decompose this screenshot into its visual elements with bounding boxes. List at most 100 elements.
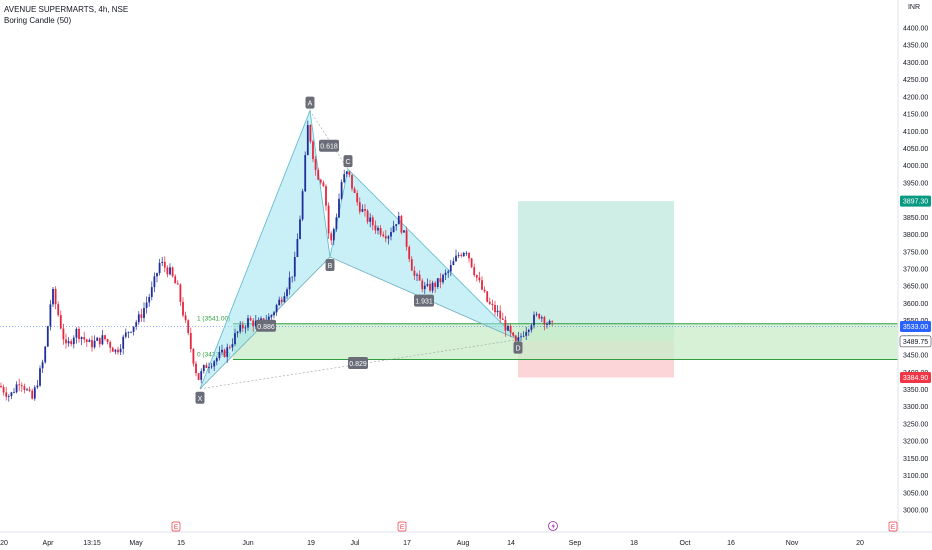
currency-label: INR — [907, 4, 920, 11]
candle-body — [18, 384, 21, 386]
candle — [379, 225, 382, 237]
indicator-label[interactable]: Boring Candle (50) — [4, 16, 72, 25]
candle — [202, 364, 205, 374]
candle — [408, 245, 411, 263]
candle-body — [80, 337, 83, 340]
candle — [278, 296, 281, 306]
zones-layer: 1 (3541.00)0 (3437.30) — [0, 201, 898, 378]
candle-body — [540, 317, 543, 319]
candle-body — [101, 335, 104, 345]
candle-body — [525, 331, 528, 336]
candle — [387, 234, 390, 245]
candle-body — [52, 288, 54, 305]
price-tick-label: 3050.00 — [903, 490, 928, 497]
candle-body — [10, 392, 13, 397]
earnings-marker-text: E — [891, 524, 896, 531]
price-label-text: 3384.90 — [903, 375, 928, 382]
candle — [395, 224, 398, 231]
time-tick-label: 17 — [403, 540, 411, 547]
candle-body — [98, 337, 101, 345]
candle — [322, 180, 325, 187]
price-tick-label: 3000.00 — [903, 508, 928, 515]
price-label-target: 3897.30 — [900, 195, 931, 207]
candle — [543, 315, 546, 331]
candle-body — [187, 320, 190, 334]
candle-body — [444, 272, 447, 275]
candle-body — [156, 273, 158, 277]
candle-body — [83, 337, 86, 340]
ratio-label-d-bg — [414, 294, 434, 307]
lightning-icon — [551, 523, 555, 530]
candle-body — [205, 365, 208, 368]
price-axis[interactable]: 4400.00 4350.00 4300.00 4250.00 4200.00 4150.… — [897, 0, 932, 532]
candle-body — [171, 267, 174, 277]
candle-body — [371, 217, 374, 226]
symbol-title[interactable]: AVENUE SUPERMARTS, 4h, NSE — [4, 5, 129, 14]
candle — [0, 382, 2, 388]
candle-body — [421, 280, 424, 290]
candle-body — [254, 320, 257, 327]
candle — [283, 292, 286, 303]
candle-body — [475, 275, 478, 278]
candle — [397, 211, 400, 225]
candle-body — [400, 215, 403, 233]
candle-body — [15, 384, 18, 393]
candle — [145, 296, 148, 314]
time-axis[interactable]: 20 Apr 13:15 May 15 Jun 19 Jul 17 Aug 14 Sep 18 Oct 16… — [0, 531, 932, 547]
candle-body — [327, 205, 330, 234]
candle — [353, 186, 356, 194]
candle — [80, 336, 83, 346]
candle-body — [395, 224, 398, 227]
candle-body — [13, 392, 15, 394]
candle-body — [332, 229, 335, 241]
price-tick-label: 4300.00 — [903, 60, 928, 67]
candle — [176, 280, 179, 285]
candle-body — [111, 347, 114, 352]
candle-body — [439, 278, 442, 283]
candle — [54, 286, 57, 310]
candle — [171, 266, 174, 278]
price-tick-label: 3300.00 — [903, 404, 928, 411]
price-tick-label: 3600.00 — [903, 301, 928, 308]
candle — [33, 385, 36, 401]
candle-body — [348, 171, 351, 175]
candle — [70, 339, 73, 347]
earnings-marker-box — [171, 521, 181, 532]
price-tick-label: 3250.00 — [903, 421, 928, 428]
candle — [465, 251, 468, 256]
earnings-marker: E — [888, 521, 898, 532]
candle — [166, 265, 169, 278]
candle — [228, 345, 231, 350]
candle-body — [169, 267, 171, 275]
candle — [109, 340, 112, 353]
candle-body — [462, 252, 465, 257]
candle — [486, 290, 489, 303]
candle — [390, 227, 392, 241]
candle — [296, 233, 299, 258]
candle-body — [179, 284, 182, 302]
price-tick-label: 3750.00 — [903, 249, 928, 256]
candle — [247, 314, 249, 331]
candle — [57, 301, 60, 317]
candle — [442, 273, 444, 285]
ratio-label-b-text: 0.618 — [320, 144, 338, 151]
candle-body — [210, 366, 213, 368]
time-tick-label: Oct — [680, 540, 691, 547]
candle — [483, 286, 486, 293]
time-tick-label: 13:15 — [83, 540, 101, 547]
candle — [101, 330, 104, 346]
candle — [143, 302, 145, 323]
candle-body — [408, 246, 411, 260]
candle — [44, 345, 47, 364]
candle — [20, 382, 23, 393]
candle — [67, 337, 70, 347]
price-tick-label: 4350.00 — [903, 43, 928, 50]
candle — [504, 315, 507, 337]
candle-body — [278, 299, 281, 306]
candle-body — [70, 341, 73, 345]
price-label-bg — [900, 371, 931, 383]
candle-body — [236, 331, 239, 334]
candle — [491, 299, 494, 311]
candle — [548, 319, 551, 326]
